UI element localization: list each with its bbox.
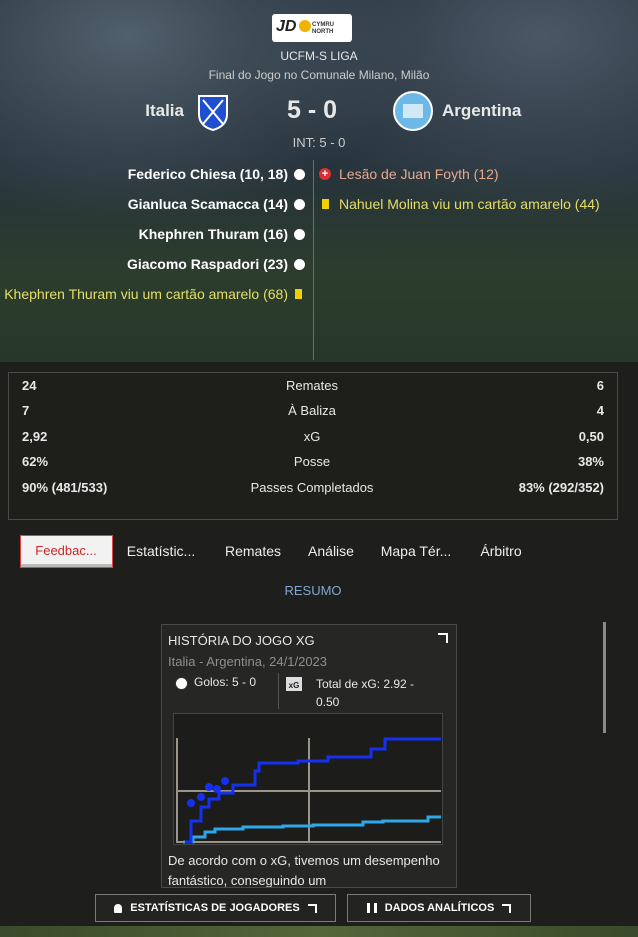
tab[interactable]: Estatístic... <box>126 543 196 559</box>
yellow-card-icon <box>322 199 329 209</box>
open-icon <box>307 903 317 913</box>
person-icon <box>114 903 123 913</box>
away-event: Nahuel Molina viu um cartão amarelo (44) <box>339 196 600 212</box>
tab[interactable]: Árbitro <box>480 543 522 559</box>
home-event: Federico Chiesa (10, 18) <box>127 166 288 182</box>
stat-away: 4 <box>596 403 604 418</box>
xg-icon: xG <box>286 677 302 691</box>
tab[interactable]: Remates <box>224 543 282 559</box>
xg-card[interactable]: HISTÓRIA DO JOGO XG Italia - Argentina, … <box>161 624 457 888</box>
venue: Final do Jogo no Comunale Milano, Milão <box>208 68 430 82</box>
scrollbar[interactable] <box>603 622 606 733</box>
competition: UCFM-S LIGA <box>280 49 358 63</box>
analytics-button[interactable]: DADOS ANALÍTICOS <box>347 894 531 922</box>
tab-active[interactable] <box>20 535 113 568</box>
away-event: Lesão de Juan Foyth (12) <box>339 166 499 182</box>
tab[interactable]: Análise <box>308 543 354 559</box>
away-team: Argentina <box>442 101 522 120</box>
goal-icon <box>175 677 188 690</box>
logo-badge: CYMRU NORTH <box>312 22 334 35</box>
stat-home: 7 <box>22 403 30 418</box>
card-title: HISTÓRIA DO JOGO XG <box>168 633 315 648</box>
goal-icon <box>293 198 306 211</box>
yellow-card-icon <box>295 289 302 299</box>
logo-text: JD <box>276 18 297 35</box>
stat-away: 6 <box>596 378 604 393</box>
card-subtitle: Italia - Argentina, 24/1/2023 <box>168 654 328 669</box>
open-icon <box>502 903 512 913</box>
bottom-strip <box>0 926 638 937</box>
injury-icon: + <box>319 168 331 180</box>
competition-logo: JD CYMRU NORTH <box>272 14 352 42</box>
stat-away: 38% <box>577 454 604 469</box>
stat-home: 24 <box>22 378 37 393</box>
tab[interactable]: Feedbac... <box>35 543 97 558</box>
stat-label: xG <box>303 429 321 444</box>
stat-home: 90% (481/533) <box>22 480 108 495</box>
stat-home: 62% <box>22 454 49 469</box>
card-text: De acordo com o xG, tivemos um desempenh… <box>168 853 440 888</box>
card-divider <box>278 673 279 709</box>
stat-label: Posse <box>293 454 331 469</box>
tab[interactable]: Mapa Tér... <box>380 543 452 559</box>
half-time: INT: 5 - 0 <box>292 135 346 150</box>
away-crest <box>393 91 433 131</box>
home-crest <box>198 95 228 132</box>
card-expand[interactable] <box>438 633 448 643</box>
events-divider <box>313 160 314 360</box>
stat-label: Passes Completados <box>250 480 374 495</box>
section-title: RESUMO <box>284 583 342 598</box>
stat-away: 0,50 <box>578 429 604 444</box>
goal-icon <box>293 228 306 241</box>
bars-icon <box>366 903 377 913</box>
stats-panel <box>8 372 618 520</box>
stat-away: 83% (292/352) <box>518 480 604 495</box>
stat-home: 2,92 <box>22 429 48 444</box>
button-label: ESTATÍSTICAS DE JOGADORES <box>130 902 300 914</box>
player-stats-button[interactable]: ESTATÍSTICAS DE JOGADORES <box>95 894 336 922</box>
card-xg-total: Total de xG: 2.92 - 0.50 <box>316 677 415 709</box>
goal-icon <box>293 258 306 271</box>
stadium-background <box>0 0 638 362</box>
goal-icon <box>293 168 306 181</box>
card-goals: Golos: 5 - 0 <box>194 675 257 689</box>
xg-chart <box>173 713 443 845</box>
home-event: Gianluca Scamacca (14) <box>127 196 288 212</box>
home-team: Italia <box>145 101 184 120</box>
stat-label: Remates <box>285 378 339 393</box>
home-event: Khephren Thuram (16) <box>138 226 288 242</box>
stat-label: À Baliza <box>288 403 336 418</box>
score: 5 - 0 <box>286 96 338 124</box>
button-label: DADOS ANALÍTICOS <box>384 902 495 914</box>
home-event: Giacomo Raspadori (23) <box>126 256 288 272</box>
home-event: Khephren Thuram viu um cartão amarelo (6… <box>4 286 288 302</box>
logo-star <box>299 20 311 32</box>
